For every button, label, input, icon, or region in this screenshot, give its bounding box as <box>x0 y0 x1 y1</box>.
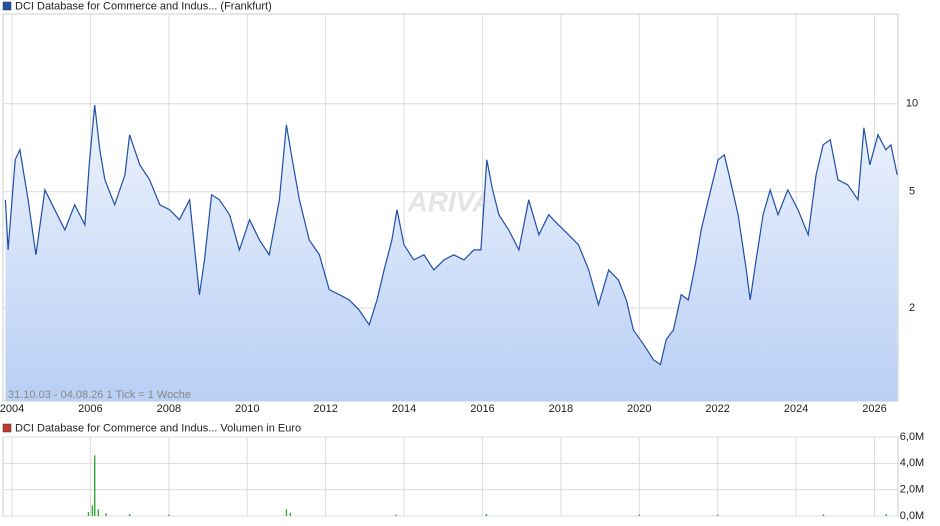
volume-bar <box>91 505 94 516</box>
y-tick-label: 2 <box>909 302 915 314</box>
y-tick-label: 0,0M <box>900 510 924 522</box>
price-line <box>4 105 898 366</box>
x-tick-label: 2012 <box>313 403 337 415</box>
legend-swatch <box>2 1 12 11</box>
volume-bar <box>94 455 96 516</box>
volume-bar <box>885 514 887 516</box>
y-tick-label: 6,0M <box>900 431 924 443</box>
volume-frame <box>2 436 899 517</box>
watermark: ARIVA <box>406 186 492 217</box>
x-tick-label: 2016 <box>470 403 494 415</box>
volume-bar <box>87 512 90 516</box>
x-tick-label: 2010 <box>235 403 259 415</box>
volume-legend-label: DCI Database for Commerce and Indus... V… <box>15 422 301 434</box>
volume-bar <box>822 514 825 516</box>
volume-bar <box>716 514 719 516</box>
x-tick-label: 2022 <box>705 403 729 415</box>
y-tick-label: 10 <box>906 98 918 110</box>
x-tick-label: 2006 <box>78 403 102 415</box>
y-tick-label: 5 <box>909 186 915 198</box>
x-tick-label: 2026 <box>862 403 886 415</box>
x-tick-label: 2018 <box>549 403 573 415</box>
volume-bar <box>105 513 107 516</box>
x-tick-label: 2024 <box>784 403 808 415</box>
volume-bar <box>168 514 170 516</box>
x-tick-label: 2008 <box>157 403 181 415</box>
volume-legend-swatch <box>2 423 12 433</box>
x-tick-label: 2020 <box>627 403 651 415</box>
annotation: 31.10.03 - 04.08.26 1 Tick = 1 Woche <box>8 389 191 401</box>
y-tick-label: 2,0M <box>900 484 924 496</box>
legend-label: DCI Database for Commerce and Indus... (… <box>15 0 272 12</box>
volume-bar <box>395 514 397 516</box>
x-tick-label: 2014 <box>392 403 416 415</box>
volume-bar <box>97 509 99 516</box>
y-tick-label: 4,0M <box>900 457 924 469</box>
volume-bar <box>638 514 640 516</box>
x-tick-label: 2004 <box>0 403 24 415</box>
volume-bar <box>128 514 131 516</box>
volume-bar <box>485 514 488 516</box>
volume-bar <box>285 509 288 516</box>
volume-bar <box>289 512 292 516</box>
